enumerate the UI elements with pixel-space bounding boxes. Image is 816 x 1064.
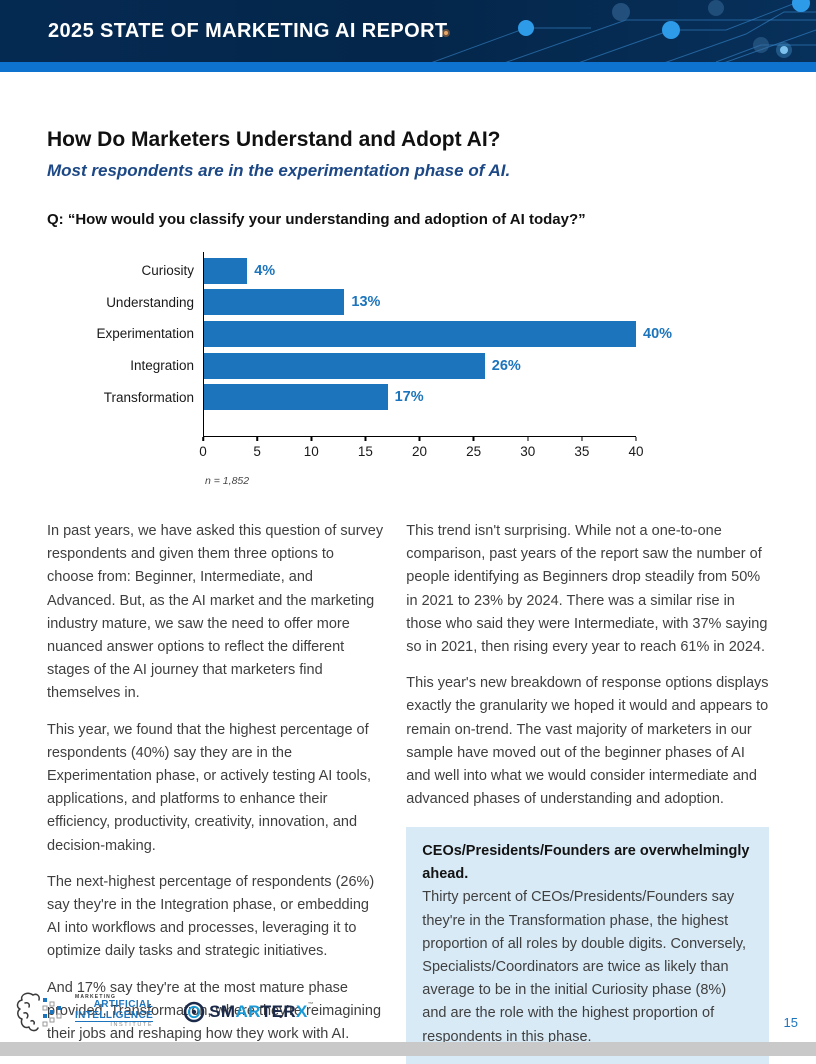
chart-category-labels: Curiosity Understanding Experimentation Int… (95, 252, 203, 436)
paragraph: The next-highest percentage of responden… (47, 873, 375, 960)
bar-row: 17% (204, 381, 636, 413)
x-axis-tick: 5 (253, 436, 261, 459)
bar-curiosity (204, 257, 248, 284)
smarterx-seg-ar: AR (235, 1002, 261, 1021)
smarterx-seg-sm: SM (209, 1002, 236, 1021)
x-axis-tick: 0 (199, 436, 207, 459)
marketing-ai-institute-wordmark: MARKETING ARTIFICIAL INTELLIGENCE INSTIT… (75, 993, 154, 1029)
maii-artificial-label: ARTIFICIAL (93, 999, 154, 1011)
bar-value-label: 4% (254, 262, 276, 279)
bar-row: 4% (204, 255, 636, 287)
chart-category-label: Experimentation (96, 326, 194, 342)
page-content: How Do Marketers Understand and Adopt AI… (0, 72, 816, 1064)
paragraph: This trend isn't surprising. While not a… (406, 522, 768, 655)
page-number: 15 (783, 1015, 798, 1030)
insight-callout-box: CEOs/Presidents/Founders are overwhelmin… (406, 827, 769, 1064)
bar-row: 40% (204, 318, 672, 350)
x-axis-tick: 15 (358, 436, 373, 459)
x-axis-tick: 35 (574, 436, 589, 459)
chart-category-label: Transformation (103, 389, 194, 405)
smarterx-target-icon (183, 1001, 205, 1023)
callout-body: Thirty percent of CEOs/Presidents/Founde… (422, 889, 747, 1045)
page-subtitle: Most respondents are in the experimentat… (47, 161, 511, 180)
bar-transformation (204, 384, 388, 411)
bar-row: 13% (204, 287, 636, 319)
bar-integration (204, 352, 485, 379)
maii-marketing-label: MARKETING (75, 993, 117, 1000)
x-axis-tick: 10 (304, 436, 319, 459)
smarterx-seg-ter: TER (260, 1002, 297, 1021)
bar-experimentation (204, 320, 636, 347)
page-footer: MARKETING ARTIFICIAL INTELLIGENCE INSTIT… (16, 990, 314, 1034)
bar-value-label: 13% (351, 294, 381, 311)
bar-value-label: 26% (491, 357, 521, 374)
smarterx-trademark: ™ (307, 1002, 315, 1008)
chart-category-label: Integration (130, 358, 194, 374)
maii-institute-label: INSTITUTE (110, 1022, 154, 1029)
smarterx-logo: SMARTERX™ (183, 1001, 314, 1023)
x-axis-tick: 40 (628, 436, 644, 459)
sample-size-note: n = 1,852 (205, 474, 250, 487)
adoption-bar-chart: Curiosity Understanding Experimentation Int… (95, 252, 740, 487)
bottom-gray-bar (0, 1042, 816, 1056)
bar-value-label: 17% (394, 389, 424, 406)
left-column: In past years, we have asked this questi… (47, 520, 384, 1064)
x-axis-tick: 25 (466, 436, 481, 459)
chart-category-label: Curiosity (141, 263, 194, 279)
page-title: How Do Marketers Understand and Adopt AI… (47, 128, 501, 151)
bar-value-label: 40% (643, 325, 673, 342)
x-axis-tick: 30 (520, 436, 535, 459)
paragraph: This year's new breakdown of response op… (406, 675, 769, 808)
bar-row: 26% (204, 350, 636, 382)
callout-heading: CEOs/Presidents/Founders are overwhelmin… (422, 843, 750, 883)
smarterx-wordmark: SMARTERX™ (209, 1002, 314, 1022)
body-columns: In past years, we have asked this questi… (47, 520, 769, 1064)
circuit-pattern-decoration (431, 0, 816, 62)
paragraph: And 17% say they're at the most mature p… (47, 979, 382, 1043)
chart-plot: 4% 13% 40% 26% 17% (203, 252, 672, 436)
chart-x-axis: 0 5 10 15 20 25 30 35 40 (199, 435, 644, 466)
bar-understanding (204, 289, 345, 316)
right-column: This trend isn't surprising. While not a… (406, 520, 769, 1064)
maii-intelligence-label: INTELLIGENCE (75, 1009, 154, 1023)
report-header-banner: 2025 STATE OF MARKETING AI REPORT (0, 0, 816, 62)
marketing-ai-institute-logo: MARKETING ARTIFICIAL INTELLIGENCE INSTIT… (16, 990, 154, 1034)
paragraph: This year, we found that the highest per… (47, 721, 372, 854)
chart-category-label: Understanding (106, 294, 194, 310)
x-axis-tick: 20 (412, 436, 427, 459)
paragraph: In past years, we have asked this questi… (47, 522, 384, 702)
report-title: 2025 STATE OF MARKETING AI REPORT (48, 19, 448, 42)
survey-question: Q: “How would you classify your understa… (47, 211, 586, 228)
smarterx-seg-x: X (296, 1002, 308, 1021)
brain-circuit-icon (16, 992, 62, 1032)
header-accent-stripe (0, 62, 816, 72)
